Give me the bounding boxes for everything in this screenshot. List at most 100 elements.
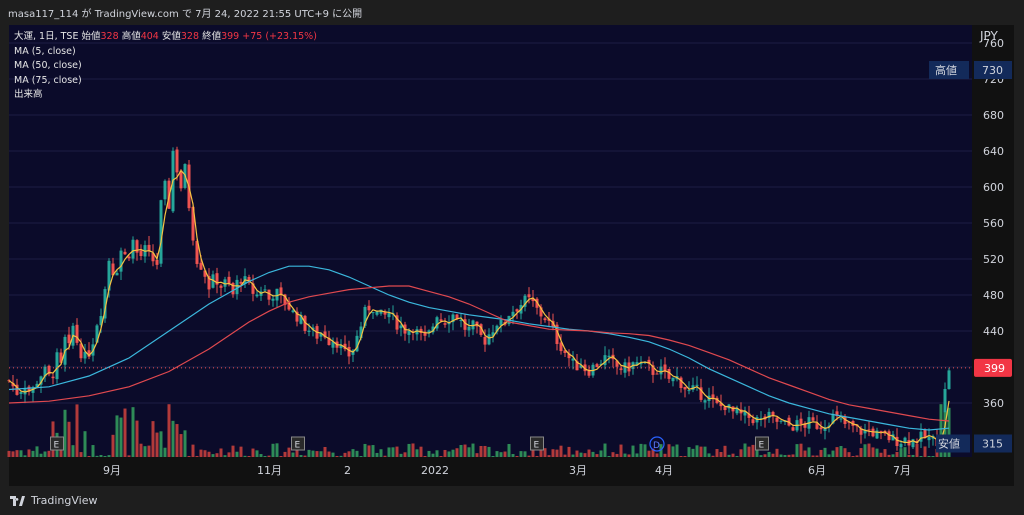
ma75-legend[interactable]: MA (75, close) [14,74,82,86]
candle-body [359,326,363,339]
volume-bar [403,452,407,457]
candle-body [235,279,239,295]
x-tick-label: 7月 [893,464,911,477]
volume-bar [627,454,631,457]
ma50-legend[interactable]: MA (50, close) [14,60,82,71]
candle-body [839,418,843,420]
volume-bar [659,444,663,457]
earnings-marker[interactable] [530,436,544,451]
volume-bar [667,444,671,457]
volume-bar [615,453,619,457]
candle-body [587,369,591,376]
volume-bar [619,444,623,457]
volume-bar [143,446,147,457]
volume-bar [903,447,907,457]
candle-body [27,386,31,392]
candle-body [759,418,763,420]
volume-bar [647,450,651,457]
volume-bar [391,447,395,457]
candle-body [531,298,535,302]
volume-bar [671,446,675,457]
volume-bar [303,455,307,457]
candle-body [771,411,775,416]
volume-bar [875,448,879,457]
volume-bar [551,449,555,457]
high-marker-tag [929,61,969,79]
volume-bar [567,446,571,457]
volume-bar [827,454,831,457]
dividend-marker[interactable] [649,436,665,452]
candle-body [823,427,827,431]
candle-body [263,289,267,291]
volume-bar [579,452,583,457]
high-value: 404 [140,31,159,42]
candle-body [923,429,927,439]
volume-bar [23,455,27,457]
candle-body [207,276,211,290]
volume-bar [35,446,39,457]
volume-bar [643,444,647,457]
volume-bar [635,453,639,457]
earnings-marker[interactable] [755,436,769,451]
volume-bar [743,443,747,457]
candle-body [39,376,43,385]
volume-bar [191,444,195,457]
candle-body [871,428,875,437]
candle-body [779,420,783,422]
volume-bar [463,444,467,457]
volume-bar [799,443,803,457]
volume-bar [503,451,507,457]
volume-bar [11,451,15,457]
volume-bar [163,447,167,457]
volume-bar [155,432,159,457]
candle-body [487,334,491,345]
candle-body [211,274,215,288]
volume-bar [711,455,715,457]
candle-body [511,311,515,317]
candle-body [443,323,447,325]
candle-body [499,319,503,326]
volume-bar [19,450,23,457]
candle-body [895,436,899,447]
candle-body [139,250,143,257]
volume-bar [807,447,811,457]
candle-body [471,320,475,330]
candle-body [903,437,907,443]
volume-bar [419,446,423,457]
candle-body [679,377,683,389]
candle-body [59,352,63,363]
volume-bar [151,421,155,457]
volume-bar [771,453,775,457]
earnings-marker[interactable] [291,436,305,451]
volume-bar [63,409,67,457]
volume-bar [227,452,231,457]
volume-bar [167,404,171,457]
y-tick-label: 440 [983,325,1004,338]
low-marker-tag [936,434,970,453]
footer-bar [0,486,1024,515]
volume-bar [255,450,259,457]
candle-body [163,180,167,200]
low-value: 328 [180,31,200,42]
volume-bar [275,443,279,457]
volume-bar [471,443,475,457]
volume-bar [915,443,919,457]
volume-bar [687,447,691,457]
volume-legend[interactable]: 出来高 [14,89,43,100]
volume-bar [515,456,519,457]
volume-bar [279,456,283,457]
volume-bar [319,451,323,457]
candle-body [695,384,699,386]
volume-bar [247,456,251,457]
volume-bar [195,456,199,457]
top-bar: masa117_114 が TradingView.com で 7月 24, 2… [0,0,1024,24]
volume-bar [511,454,515,457]
x-tick-label: 11月 [257,464,282,477]
volume-bar [199,449,203,457]
earnings-marker[interactable] [50,436,64,451]
volume-bar [867,443,871,457]
volume-bar [755,447,759,457]
candle-body [603,355,607,366]
ma5-legend[interactable]: MA (5, close) [14,45,76,57]
